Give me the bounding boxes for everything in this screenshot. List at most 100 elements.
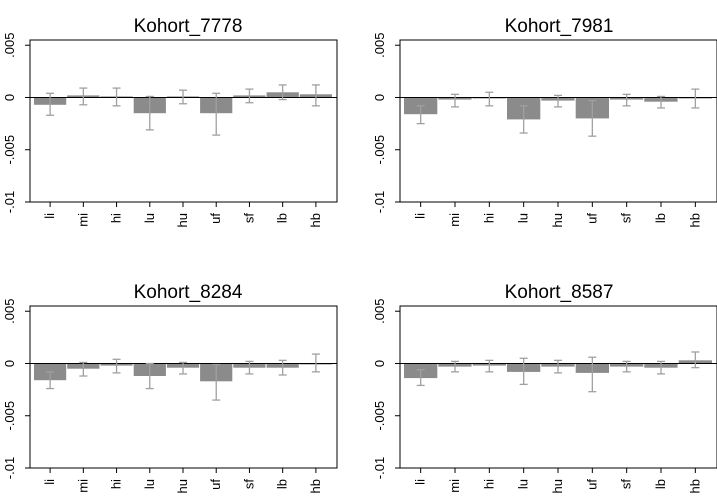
panel-kohort-7778: Kohort_7778 .005 0 -.005 -.01 li mi hi lu hu uf sf… <box>2 16 338 227</box>
error-bar <box>691 88 700 109</box>
panel-title: Kohort_8284 <box>134 282 243 303</box>
error-bar <box>278 359 287 376</box>
error-bar <box>554 359 562 374</box>
x-tick-label: mi <box>447 213 462 227</box>
error-bar <box>485 359 494 373</box>
x-tick-label: sf <box>241 479 256 490</box>
error-bar <box>145 362 154 390</box>
x-tick-label: hu <box>175 213 190 227</box>
error-bar <box>46 92 55 116</box>
x-tick-label: lu <box>142 479 157 489</box>
y-tick-label: 0 <box>372 94 387 101</box>
error-bar <box>657 95 665 109</box>
error-bar <box>588 356 597 393</box>
error-bar <box>657 360 665 375</box>
error-bar <box>79 361 88 377</box>
error-bar <box>245 88 254 104</box>
y-tick-label: .005 <box>2 33 17 58</box>
x-tick-label: sf <box>619 479 634 490</box>
x-tick-label: hi <box>109 213 124 223</box>
error-bar <box>451 360 459 373</box>
plot-frame <box>29 305 338 469</box>
error-bar <box>278 84 287 101</box>
y-tick-label: -.01 <box>2 457 17 479</box>
x-tick-label: lb <box>275 213 290 223</box>
y-tick-label: -.005 <box>2 135 17 165</box>
x-tick-label: sf <box>241 213 256 224</box>
x-tick-label: uf <box>584 213 599 224</box>
error-bar <box>245 360 254 375</box>
panel-title: Kohort_8587 <box>505 282 614 303</box>
x-tick-label: hu <box>175 479 190 493</box>
error-bar <box>212 363 221 401</box>
error-bar <box>112 87 121 107</box>
x-tick-label: mi <box>75 479 90 493</box>
x-tick-label: lb <box>653 213 668 223</box>
error-bar <box>451 93 459 108</box>
x-tick-label: li <box>42 479 57 485</box>
y-tick-label: 0 <box>2 360 17 367</box>
plot-frame <box>399 305 717 469</box>
error-bar <box>79 87 88 106</box>
x-tick-label: hi <box>481 213 496 223</box>
plot-frame <box>399 39 717 203</box>
x-tick-label: li <box>413 213 428 219</box>
panel-title: Kohort_7981 <box>505 16 614 37</box>
error-bar <box>416 369 425 387</box>
panel-kohort-8284: Kohort_8284 .005 0 -.005 -.01 li mi hi lu hu uf sf… <box>2 282 338 493</box>
error-bar <box>416 105 425 125</box>
x-tick-label: hi <box>481 479 496 489</box>
y-tick-label: .005 <box>372 33 387 58</box>
x-tick-label: lu <box>516 479 531 489</box>
x-tick-label: hu <box>550 479 565 493</box>
error-bar <box>46 371 55 390</box>
x-tick-label: uf <box>584 479 599 490</box>
x-tick-label: hu <box>550 213 565 227</box>
error-bar <box>179 89 187 105</box>
error-bar <box>519 357 528 386</box>
error-bar <box>622 360 631 373</box>
x-tick-label: li <box>413 479 428 485</box>
panel-title: Kohort_7778 <box>134 16 243 37</box>
x-tick-label: lu <box>142 213 157 223</box>
x-tick-label: uf <box>208 479 223 490</box>
x-tick-label: li <box>42 213 57 219</box>
error-bar <box>212 92 221 136</box>
x-tick-label: uf <box>208 213 223 224</box>
y-tick-label: -.01 <box>372 191 387 213</box>
error-bar <box>519 105 528 134</box>
panel-kohort-8587: Kohort_8587 .005 0 -.005 -.01 li mi hi lu hu uf sf… <box>372 282 717 493</box>
plot-frame <box>29 39 338 203</box>
error-bar <box>691 351 700 369</box>
x-tick-label: hb <box>308 479 323 493</box>
y-tick-label: 0 <box>2 94 17 101</box>
x-tick-label: hb <box>687 213 702 227</box>
y-tick-label: -.01 <box>2 191 17 213</box>
x-tick-label: hb <box>687 479 702 493</box>
x-tick-label: lb <box>275 479 290 489</box>
y-tick-label: -.01 <box>372 457 387 479</box>
y-tick-label: .005 <box>2 299 17 324</box>
x-tick-label: lu <box>516 213 531 223</box>
x-tick-label: hi <box>109 479 124 489</box>
x-tick-label: mi <box>447 479 462 493</box>
panel-kohort-7981: Kohort_7981 .005 0 -.005 -.01 li mi hi lu hu uf sf… <box>372 16 717 227</box>
y-tick-label: -.005 <box>372 401 387 431</box>
error-bar <box>554 94 562 108</box>
x-tick-label: sf <box>619 213 634 224</box>
error-bar <box>588 99 597 137</box>
x-tick-label: hb <box>308 213 323 227</box>
x-tick-label: lb <box>653 479 668 489</box>
error-bar <box>145 95 154 131</box>
error-bar <box>112 358 121 374</box>
error-bar <box>311 84 320 107</box>
error-bar <box>485 91 494 107</box>
y-tick-label: -.005 <box>2 401 17 431</box>
error-bar <box>311 353 320 373</box>
y-tick-label: -.005 <box>372 135 387 165</box>
y-tick-label: .005 <box>372 299 387 324</box>
x-tick-label: mi <box>75 213 90 227</box>
error-bar <box>622 93 631 107</box>
y-tick-label: 0 <box>372 360 387 367</box>
